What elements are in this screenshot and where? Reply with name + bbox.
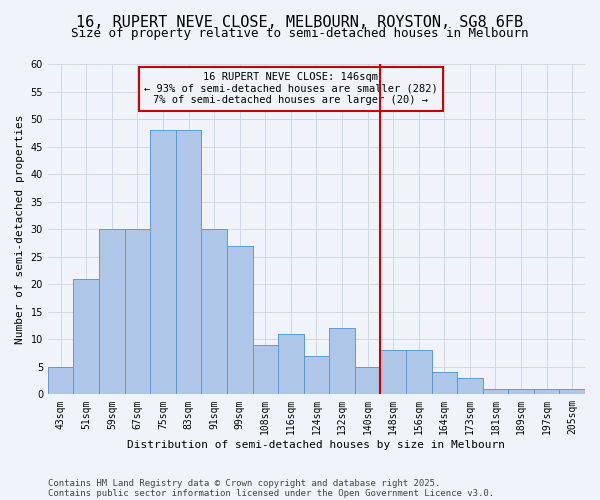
Bar [355,367,380,394]
Bar [534,389,559,394]
Bar [482,389,508,394]
Bar [150,130,176,394]
Bar [125,229,150,394]
Bar [253,345,278,395]
Text: Size of property relative to semi-detached houses in Melbourn: Size of property relative to semi-detach… [71,28,529,40]
Bar [227,246,253,394]
X-axis label: Distribution of semi-detached houses by size in Melbourn: Distribution of semi-detached houses by … [127,440,505,450]
Bar [406,350,431,395]
Text: 16 RUPERT NEVE CLOSE: 146sqm
← 93% of semi-detached houses are smaller (282)
7% : 16 RUPERT NEVE CLOSE: 146sqm ← 93% of se… [144,72,438,106]
Text: Contains HM Land Registry data © Crown copyright and database right 2025.: Contains HM Land Registry data © Crown c… [48,478,440,488]
Bar [329,328,355,394]
Bar [380,350,406,395]
Bar [202,229,227,394]
Bar [304,356,329,395]
Bar [431,372,457,394]
Bar [176,130,202,394]
Bar [48,367,73,394]
Bar [73,278,99,394]
Bar [99,229,125,394]
Bar [457,378,482,394]
Y-axis label: Number of semi-detached properties: Number of semi-detached properties [15,114,25,344]
Text: Contains public sector information licensed under the Open Government Licence v3: Contains public sector information licen… [48,488,494,498]
Bar [508,389,534,394]
Bar [559,389,585,394]
Bar [278,334,304,394]
Text: 16, RUPERT NEVE CLOSE, MELBOURN, ROYSTON, SG8 6FB: 16, RUPERT NEVE CLOSE, MELBOURN, ROYSTON… [76,15,524,30]
